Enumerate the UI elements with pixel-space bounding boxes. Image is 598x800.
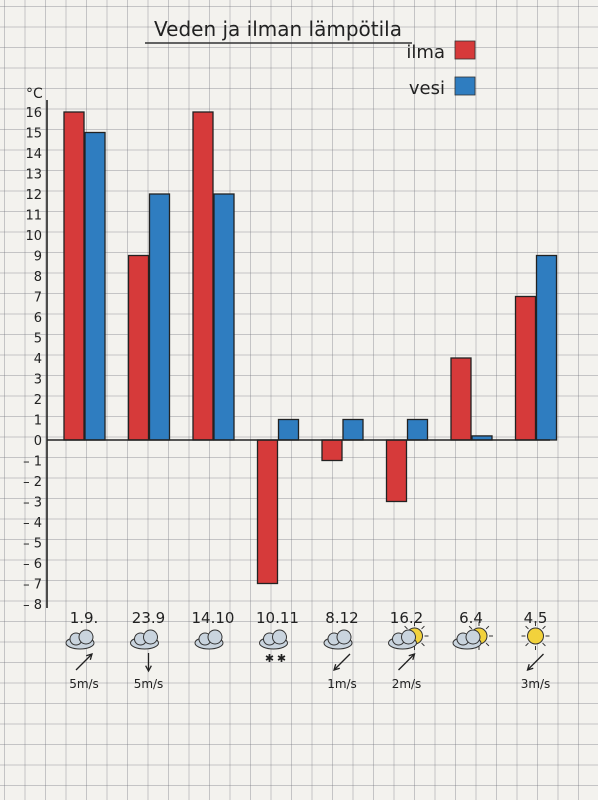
chart-title: Veden ja ilman lämpötila: [154, 17, 402, 41]
y-tick-label: – 2: [23, 475, 42, 490]
bar-ilma: [256, 439, 279, 585]
bar-vesi: [342, 418, 364, 441]
y-tick-label: 12: [25, 188, 42, 203]
y-tick-label: – 4: [23, 516, 42, 531]
bar-vesi: [84, 131, 106, 441]
y-tick-label: – 7: [23, 578, 42, 593]
wind-speed: 5m/s: [134, 677, 164, 691]
y-tick-label: 8: [34, 270, 42, 285]
wind-speed: 2m/s: [392, 677, 422, 691]
y-tick-label: – 3: [23, 496, 42, 511]
cloud-icon: [65, 629, 95, 650]
legend-swatch: [454, 76, 476, 96]
bar-ilma: [385, 439, 408, 503]
sun-icon: [521, 622, 550, 650]
y-tick-label: 4: [34, 352, 42, 367]
sun-cloud-icon: [452, 622, 493, 650]
wind-speed: 1m/s: [327, 677, 357, 691]
bar-ilma: [127, 254, 150, 441]
wind-arrow: [333, 653, 351, 671]
sun-cloud-icon: [388, 622, 429, 650]
x-tick-labels: 1.9. 23.9 14.10 10.11 8.12 16.2 6.4 4.5: [70, 609, 548, 627]
legend: ilma vesi: [406, 40, 476, 99]
y-tick-label: 13: [25, 168, 42, 183]
y-axis-label: °C: [26, 86, 43, 102]
y-tick-label: 9: [34, 250, 42, 265]
bar-vesi: [213, 193, 235, 441]
x-tick-label: 10.11: [256, 609, 299, 627]
y-tick-label: 14: [25, 147, 42, 162]
bars: [63, 111, 558, 585]
y-tick-label: 1: [34, 414, 42, 429]
bar-vesi: [406, 418, 429, 441]
x-tick-label: 16.2: [390, 609, 423, 627]
snow-cloud-icon: ✱ ✱: [259, 629, 288, 665]
svg-text:✱: ✱: [277, 652, 286, 665]
y-tick-label: 3: [34, 373, 42, 388]
x-tick-label: 8.12: [325, 609, 358, 627]
cloud-icon: [323, 629, 353, 650]
bar-ilma: [192, 111, 214, 441]
wind-arrow: [75, 653, 93, 671]
y-tick-label: 2: [34, 393, 42, 408]
legend-label: ilma: [406, 42, 445, 63]
svg-text:✱: ✱: [265, 652, 274, 665]
legend-label: vesi: [409, 78, 445, 99]
bar-vesi: [148, 193, 171, 441]
bar-ilma: [321, 439, 343, 462]
cloud-icon: [130, 629, 159, 650]
bar-vesi: [277, 418, 300, 441]
y-tick-label: – 1: [23, 455, 42, 470]
y-tick-label: – 5: [23, 537, 42, 552]
x-tick-label: 4.5: [524, 609, 548, 627]
y-tick-label: 6: [34, 311, 42, 326]
bar-ilma: [63, 111, 85, 441]
x-tick-label: 1.9.: [70, 609, 99, 627]
y-tick-label: 15: [25, 127, 42, 142]
wind-speed: 3m/s: [521, 677, 551, 691]
x-tick-label: 6.4: [459, 609, 483, 627]
y-tick-label: 7: [34, 291, 42, 306]
x-tick-label: 14.10: [192, 609, 235, 627]
y-tick-label: 16: [25, 106, 42, 121]
wind-speed: 5m/s: [69, 677, 99, 691]
legend-swatch: [454, 40, 476, 60]
wind-arrow: [527, 653, 544, 671]
bar-ilma: [514, 295, 537, 441]
y-tick-label: 10: [25, 229, 42, 244]
bar-ilma: [450, 357, 472, 441]
y-tick-label: – 8: [23, 598, 42, 613]
cloud-icon: [194, 629, 224, 650]
bar-vesi: [535, 254, 558, 441]
y-tick-label: 5: [34, 332, 42, 347]
weather-row: 5m/s 5m/s ✱ ✱ 1m/s 2m/s 3m/s: [65, 622, 551, 691]
y-tick-label: 11: [25, 209, 42, 224]
y-tick-label: – 6: [23, 557, 42, 572]
y-tick-label: 0: [34, 434, 42, 449]
x-tick-label: 23.9: [132, 609, 165, 627]
wind-arrow: [398, 653, 415, 671]
